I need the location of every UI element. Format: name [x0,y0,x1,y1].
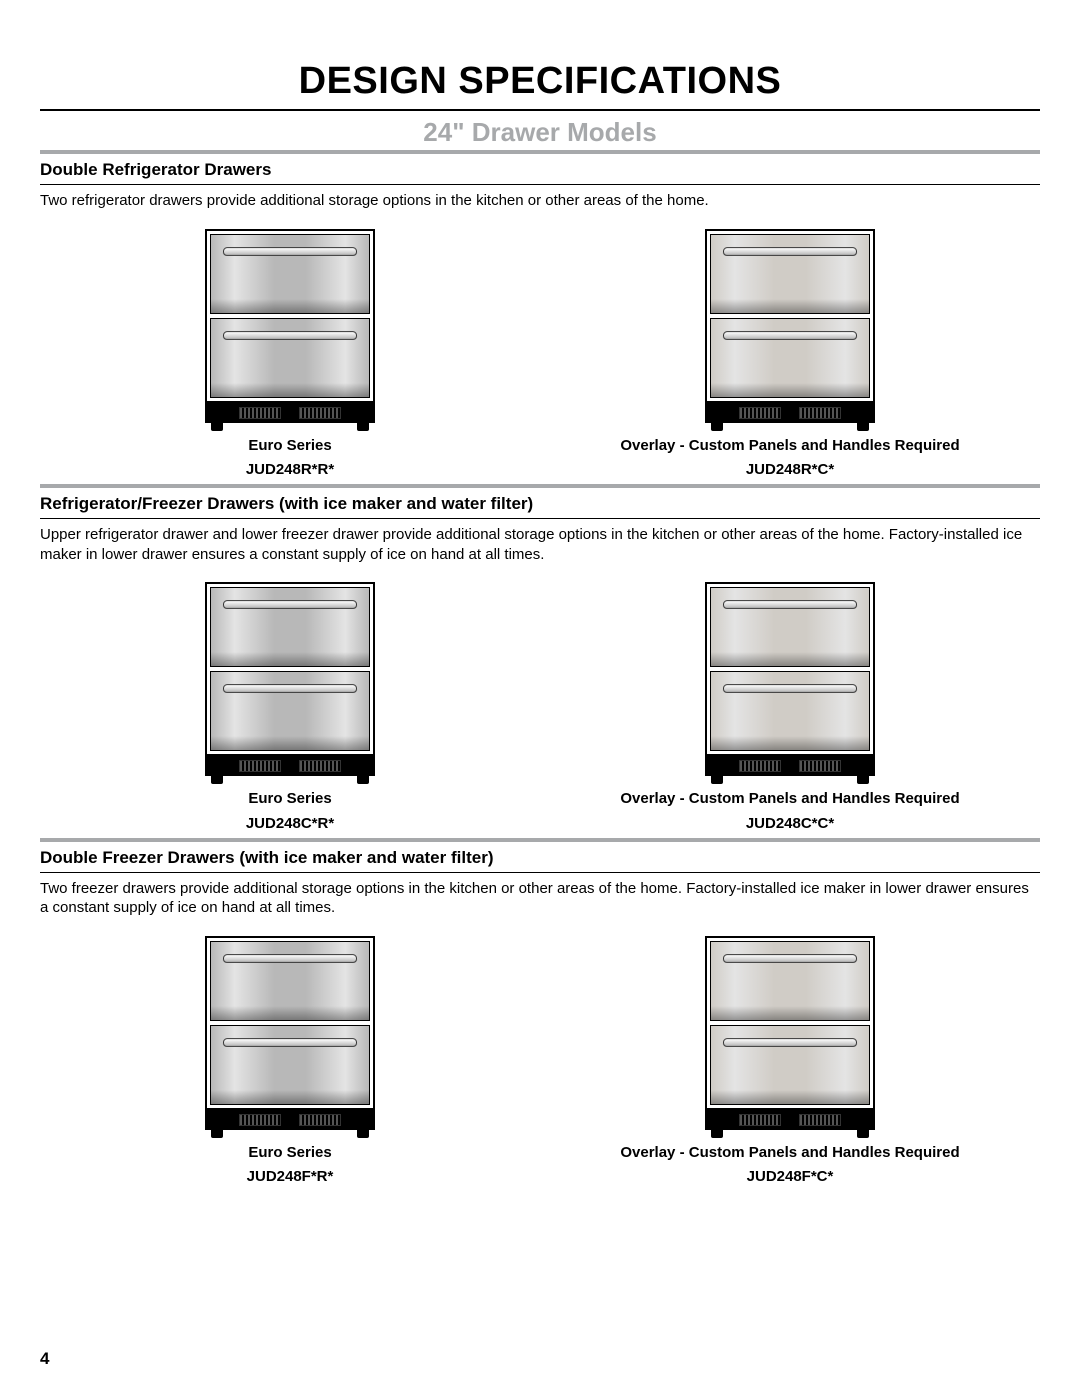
product-col: Euro Series JUD248C*R* [60,582,520,834]
drawer-unit-icon [205,582,375,784]
section-body: Two freezer drawers provide additional s… [40,873,1040,918]
product-row: Euro Series JUD248R*R* Overlay - Custom … [40,229,1040,481]
product-model: JUD248R*C* [560,461,1020,480]
product-caption: Euro Series [60,1144,520,1163]
product-model: JUD248C*C* [560,815,1020,834]
page-title: DESIGN SPECIFICATIONS [40,60,1040,103]
section-body: Upper refrigerator drawer and lower free… [40,519,1040,564]
product-caption: Overlay - Custom Panels and Handles Requ… [560,437,1020,456]
product-caption: Euro Series [60,437,520,456]
title-divider [40,109,1040,111]
product-model: JUD248R*R* [60,461,520,480]
product-row: Euro Series JUD248C*R* Overlay - Custom … [40,582,1040,834]
section-heading: Double Freezer Drawers (with ice maker a… [40,842,1040,872]
section-body: Two refrigerator drawers provide additio… [40,185,1040,211]
product-model: JUD248F*C* [560,1168,1020,1187]
product-model: JUD248C*R* [60,815,520,834]
drawer-unit-icon [705,936,875,1138]
drawer-unit-icon [705,582,875,784]
section-heading: Refrigerator/Freezer Drawers (with ice m… [40,488,1040,518]
drawer-unit-icon [205,229,375,431]
page: DESIGN SPECIFICATIONS 24" Drawer Models … [0,0,1080,1397]
product-caption: Overlay - Custom Panels and Handles Requ… [560,790,1020,809]
product-col: Overlay - Custom Panels and Handles Requ… [560,582,1020,834]
page-subtitle: 24" Drawer Models [40,117,1040,148]
product-col: Euro Series JUD248R*R* [60,229,520,481]
product-row: Euro Series JUD248F*R* Overlay - Custom … [40,936,1040,1188]
product-caption: Overlay - Custom Panels and Handles Requ… [560,1144,1020,1163]
drawer-unit-icon [705,229,875,431]
product-col: Overlay - Custom Panels and Handles Requ… [560,229,1020,481]
product-caption: Euro Series [60,790,520,809]
drawer-unit-icon [205,936,375,1138]
page-number: 4 [40,1349,49,1369]
product-col: Euro Series JUD248F*R* [60,936,520,1188]
product-model: JUD248F*R* [60,1168,520,1187]
product-col: Overlay - Custom Panels and Handles Requ… [560,936,1020,1188]
section-heading: Double Refrigerator Drawers [40,154,1040,184]
